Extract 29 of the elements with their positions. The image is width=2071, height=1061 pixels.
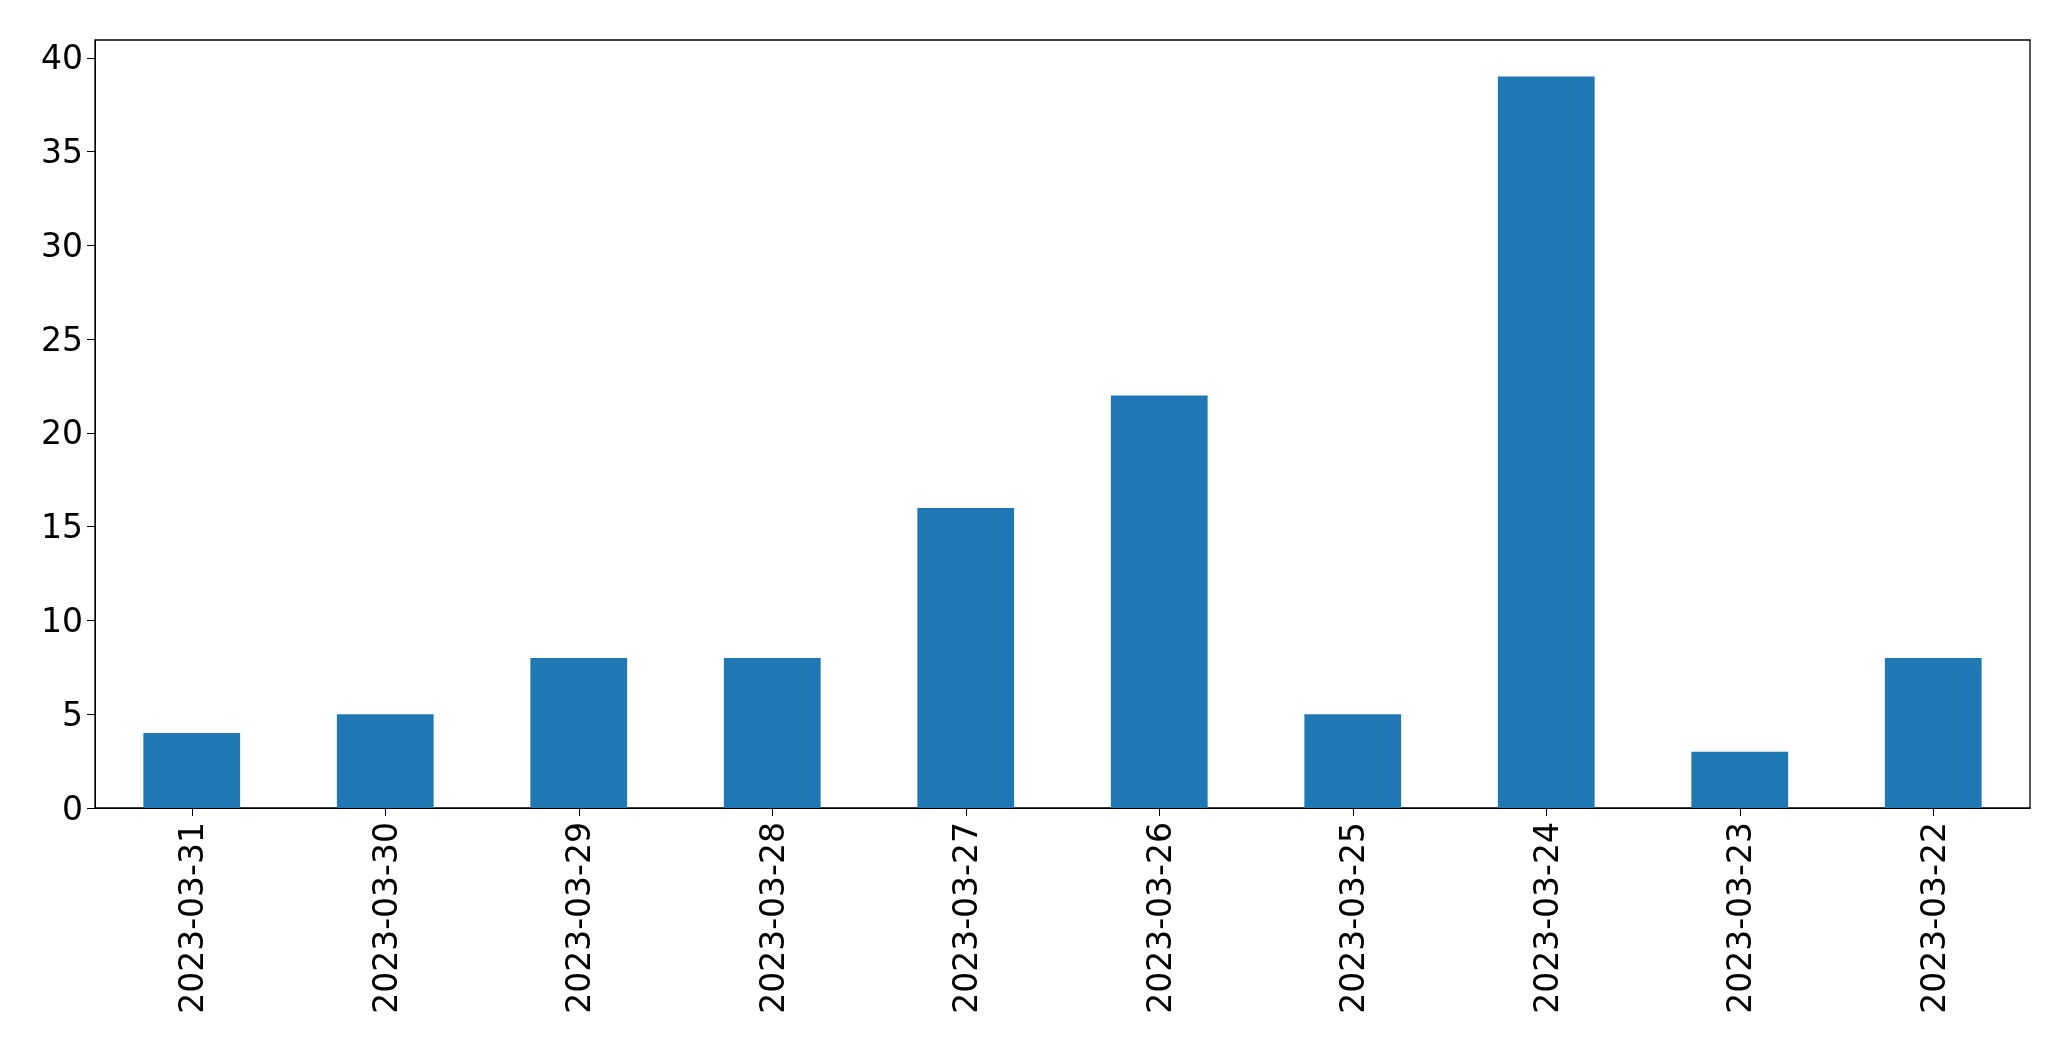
y-tick-label: 15 bbox=[41, 507, 83, 547]
x-tick-label: 2023-03-28 bbox=[752, 822, 792, 1014]
x-tick-label: 2023-03-25 bbox=[1333, 822, 1373, 1014]
y-tick-label: 35 bbox=[41, 132, 83, 172]
bar bbox=[143, 732, 241, 808]
bar bbox=[1110, 395, 1208, 808]
bar bbox=[336, 714, 434, 808]
x-tick-label: 2023-03-29 bbox=[559, 822, 599, 1014]
bar bbox=[917, 507, 1015, 808]
bar bbox=[1884, 657, 1982, 808]
bar bbox=[1691, 751, 1789, 808]
y-tick-label: 5 bbox=[62, 694, 83, 734]
bar bbox=[530, 657, 628, 808]
y-tick-label: 0 bbox=[62, 788, 83, 828]
x-tick-label: 2023-03-23 bbox=[1720, 822, 1760, 1014]
x-tick-label: 2023-03-30 bbox=[365, 822, 405, 1014]
y-tick-label: 25 bbox=[41, 319, 83, 359]
x-tick-label: 2023-03-24 bbox=[1526, 822, 1566, 1014]
x-tick-label: 2023-03-31 bbox=[172, 822, 212, 1014]
y-tick-label: 20 bbox=[41, 413, 83, 453]
y-tick-label: 30 bbox=[41, 225, 83, 265]
y-tick-label: 10 bbox=[41, 600, 83, 640]
x-tick-label: 2023-03-27 bbox=[946, 822, 986, 1014]
bar bbox=[1497, 76, 1595, 808]
bar bbox=[1304, 714, 1402, 808]
bar bbox=[723, 657, 821, 808]
y-tick-label: 40 bbox=[41, 38, 83, 78]
x-tick-label: 2023-03-26 bbox=[1139, 822, 1179, 1014]
x-tick-label: 2023-03-22 bbox=[1913, 822, 1953, 1014]
